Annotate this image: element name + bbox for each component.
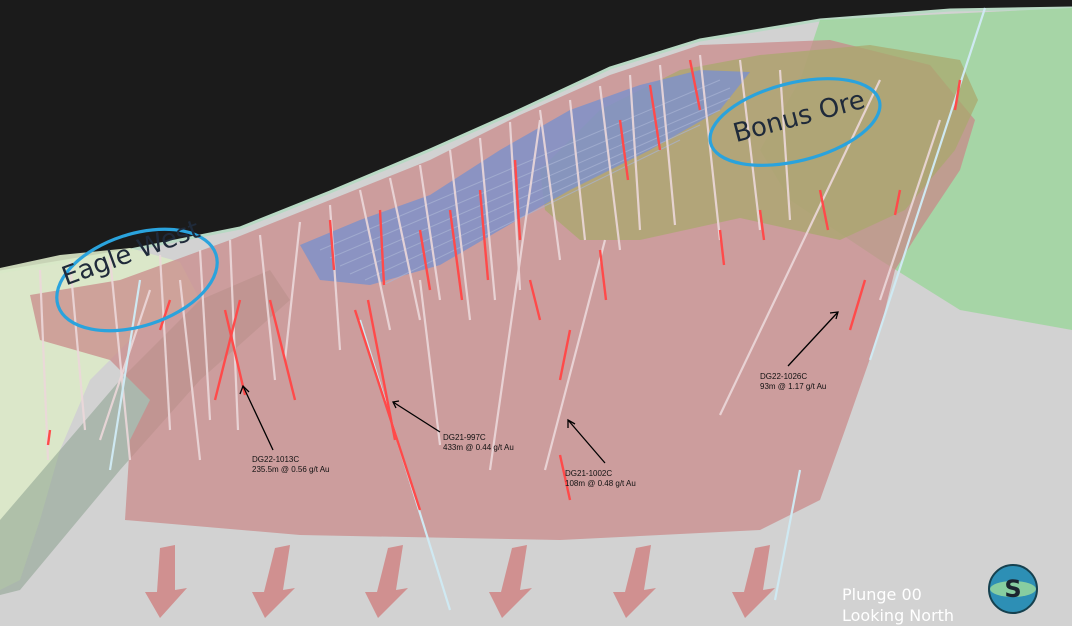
drill-callout: DG21-997C 433m @ 0.44 g/t Au (443, 433, 514, 453)
drill-intercept: 93m @ 1.17 g/t Au (760, 382, 827, 391)
view-direction-label: Looking North (842, 606, 955, 625)
drill-callout: DG22-1013C 235.5m @ 0.56 g/t Au (252, 455, 330, 475)
plunge-arrows (145, 545, 775, 618)
blue-zone (300, 70, 750, 285)
logo-highlight (990, 581, 1036, 597)
drill-traces (38, 54, 942, 471)
bonus-ore-outline (708, 77, 882, 167)
callout-arrows (239, 311, 839, 464)
grade-intercepts (46, 59, 962, 511)
plunge-label: Plunge 00 (842, 585, 922, 604)
drill-hole-id: DG21-997C (443, 433, 486, 442)
drill-callout: DG21-1002C 108m @ 0.48 g/t Au (565, 469, 636, 489)
view-caption: Plunge 00 Looking North (842, 584, 954, 626)
drill-intercept: 235.5m @ 0.56 g/t Au (252, 465, 330, 474)
drill-hole-id: DG22-1013C (252, 455, 300, 464)
drill-hole-id: DG22-1026C (760, 372, 808, 381)
drill-intercept: 108m @ 0.48 g/t Au (565, 479, 636, 488)
drill-hole-id: DG21-1002C (565, 469, 613, 478)
eagle-west-outline (55, 227, 219, 333)
drill-intercept: 433m @ 0.44 g/t Au (443, 443, 514, 452)
logo-letter: S (1004, 575, 1022, 603)
drill-callout: DG22-1026C 93m @ 1.17 g/t Au (760, 372, 826, 392)
